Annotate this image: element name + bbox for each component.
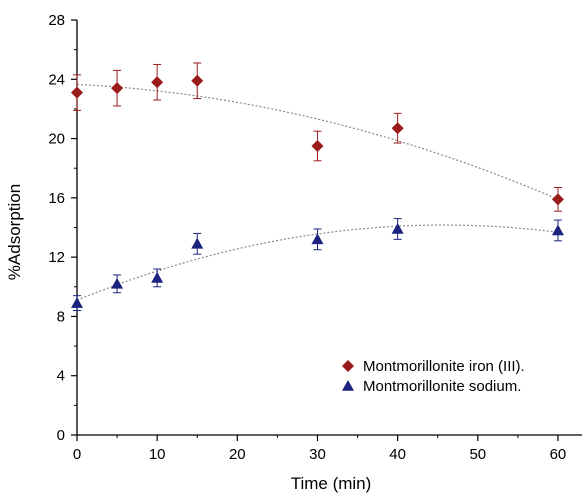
- data-point-triangle: [151, 271, 164, 283]
- data-point-triangle: [191, 237, 204, 249]
- data-point-triangle: [391, 222, 404, 234]
- data-point-diamond: [311, 139, 324, 152]
- data-point-diamond: [71, 86, 83, 99]
- x-tick-label: 20: [229, 446, 246, 463]
- x-tick-label: 0: [73, 446, 81, 463]
- data-point-triangle: [311, 233, 324, 245]
- series-1: [71, 62, 564, 212]
- data-point-diamond: [191, 74, 204, 87]
- data-point-triangle: [551, 224, 564, 236]
- x-tick-label: 10: [149, 446, 166, 463]
- data-point-triangle: [111, 277, 124, 289]
- y-tick-label: 20: [48, 131, 65, 148]
- x-tick-label: 50: [469, 446, 486, 463]
- legend-marker-diamond: [342, 360, 354, 372]
- x-tick-label: 60: [550, 446, 567, 463]
- data-point-triangle: [71, 297, 83, 308]
- legend-marker-triangle: [342, 380, 354, 391]
- series-2: [71, 218, 564, 311]
- legend-label: Montmorillonite sodium.: [363, 378, 521, 395]
- legend: Montmorillonite iron (III). Montmorilloni…: [342, 358, 525, 395]
- axes: 0 10 20 30 40 50 60 0 4 8 12 16 20 24 28: [48, 12, 582, 463]
- y-tick-label: 16: [48, 190, 65, 207]
- y-tick-label: 24: [48, 71, 65, 88]
- data-point-diamond: [551, 193, 564, 206]
- y-tick-label: 0: [57, 427, 65, 444]
- x-tick-label: 40: [389, 446, 406, 463]
- series-layer: [71, 62, 564, 311]
- data-point-diamond: [151, 76, 164, 89]
- y-tick-label: 28: [48, 12, 65, 29]
- data-point-diamond: [391, 122, 404, 135]
- x-tick-label: 30: [309, 446, 326, 463]
- y-tick-label: 12: [48, 249, 65, 266]
- data-point-diamond: [111, 82, 124, 95]
- y-tick-label: 8: [57, 308, 65, 325]
- x-axis-label: Time (min): [291, 474, 372, 493]
- y-tick-label: 4: [57, 368, 65, 385]
- legend-label: Montmorillonite iron (III).: [363, 358, 525, 375]
- y-axis-label: %Adsorption: [5, 184, 24, 280]
